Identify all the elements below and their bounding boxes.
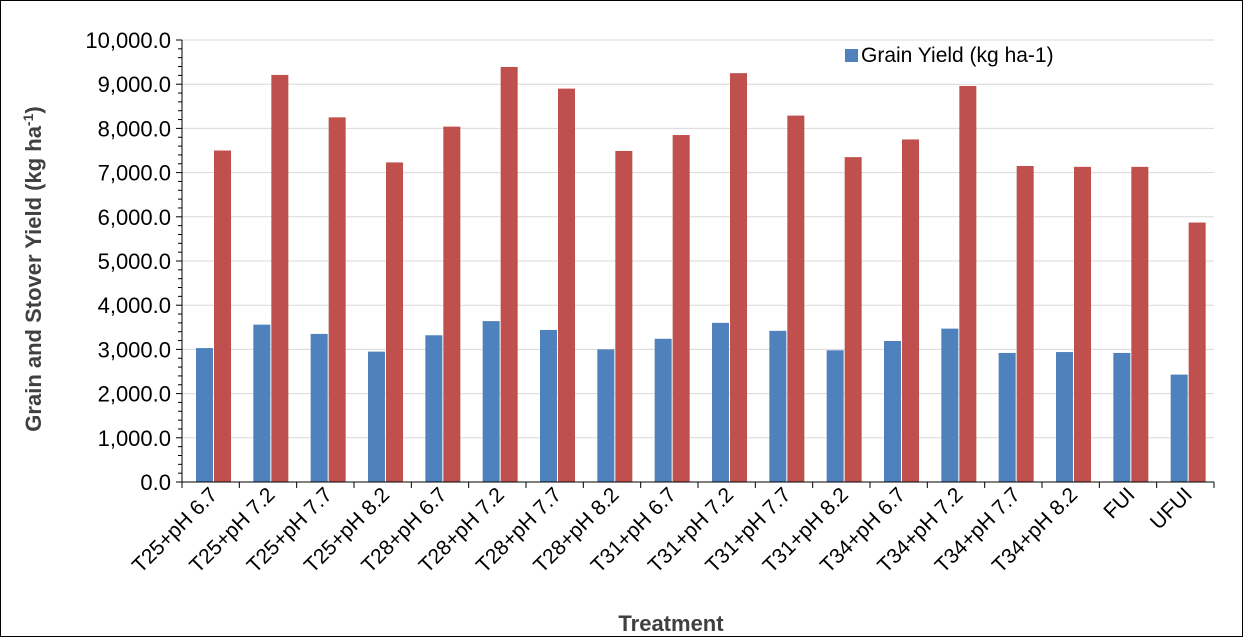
- y-tick-label: 1,000.0: [98, 426, 171, 451]
- grain-yield-bar: [826, 350, 844, 482]
- y-axis-title: Grain and Stover Yield (kg ha-1): [20, 106, 46, 431]
- y-axis-title-suffix: ): [21, 106, 46, 113]
- stover-yield-bar: [615, 150, 633, 482]
- stover-yield-bar: [902, 139, 919, 482]
- grain-yield-bar: [884, 341, 901, 482]
- y-tick-label: 3,000.0: [98, 337, 171, 362]
- stover-yield-bar: [1131, 166, 1149, 482]
- y-tick-label: 6,000.0: [98, 205, 171, 230]
- x-tick-label: UFUI: [1146, 483, 1197, 534]
- stover-yield-bar: [787, 115, 805, 482]
- grain-yield-bar: [941, 328, 959, 482]
- stover-yield-bar: [214, 150, 231, 482]
- stover-yield-bar: [500, 66, 518, 482]
- stover-yield-bar: [844, 157, 862, 482]
- y-tick-label: 0.0: [140, 470, 171, 495]
- grain-yield-bar: [654, 338, 672, 482]
- grain-yield-bar: [540, 329, 557, 482]
- stover-yield-bar: [1074, 166, 1091, 482]
- legend-swatch: [845, 49, 858, 62]
- y-tick-label: 4,000.0: [98, 293, 171, 318]
- grain-yield-bar: [1113, 352, 1131, 482]
- legend: Grain Yield (kg ha-1): [845, 44, 1054, 67]
- stover-yield-bar: [558, 88, 575, 483]
- y-tick-label: 9,000.0: [98, 72, 171, 97]
- stover-yield-bar: [1188, 222, 1206, 482]
- y-tick-label: 8,000.0: [98, 116, 171, 141]
- grain-yield-bar: [1170, 374, 1188, 482]
- stover-yield-bar: [1016, 165, 1034, 482]
- grain-yield-bar: [597, 349, 615, 482]
- grain-yield-bar: [368, 351, 385, 482]
- x-axis-title: Treatment: [618, 611, 724, 636]
- y-axis-title-main: Grain and Stover Yield (kg ha: [21, 125, 46, 431]
- y-tick-labels: 0.0 1,000.0 2,000.0 3,000.0 4,000.0 5,000.0 6,…: [85, 28, 171, 495]
- grain-yield-bar: [712, 322, 729, 482]
- grain-yield-bar: [253, 324, 271, 482]
- grain-yield-bar: [998, 352, 1016, 482]
- stover-yield-bar: [271, 74, 289, 482]
- y-axis-title-superscript: -1: [20, 113, 36, 126]
- y-tick-label: 5,000.0: [98, 249, 171, 274]
- grain-yield-bar: [310, 333, 328, 482]
- stover-yield-bar: [443, 126, 461, 482]
- x-tick-label: FUI: [1099, 483, 1139, 523]
- stover-yield-bar: [328, 117, 346, 482]
- bars: [196, 66, 1206, 483]
- y-tick-label: 7,000.0: [98, 161, 171, 186]
- stover-yield-bar: [672, 135, 690, 482]
- gridlines: [182, 39, 1214, 439]
- y-tick-label: 2,000.0: [98, 382, 171, 407]
- grain-yield-bar: [196, 348, 213, 482]
- grain-yield-bar: [769, 330, 787, 482]
- grain-yield-bar: [1056, 352, 1073, 482]
- stover-yield-bar: [959, 85, 977, 482]
- y-tick-label: 10,000.0: [85, 28, 171, 53]
- axes: [176, 39, 1215, 488]
- grain-yield-bar: [482, 321, 500, 482]
- stover-yield-bar: [386, 162, 403, 482]
- grain-yield-bar: [425, 335, 443, 482]
- legend-label: Grain Yield (kg ha-1): [861, 44, 1054, 67]
- stover-yield-bar: [730, 73, 747, 483]
